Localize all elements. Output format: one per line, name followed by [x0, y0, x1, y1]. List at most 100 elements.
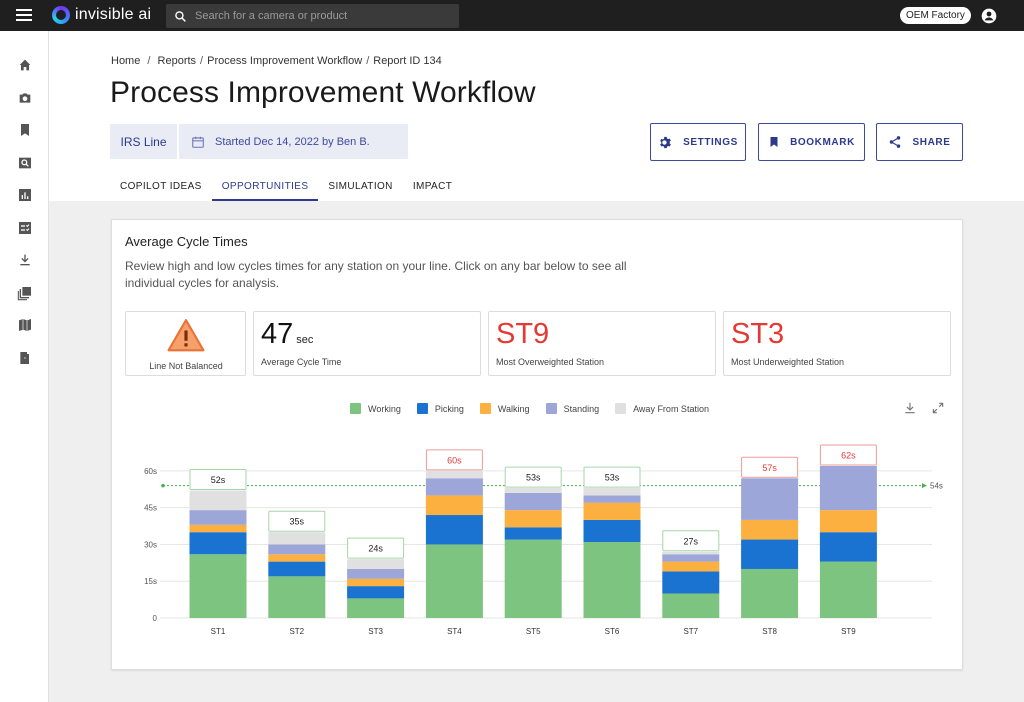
bar-segment-working[interactable] [425, 544, 483, 618]
bar-segment-away-from-station[interactable] [583, 488, 641, 496]
bar-segment-away-from-station[interactable] [347, 559, 405, 569]
factory-selector[interactable]: OEM Factory [900, 7, 971, 24]
bar-segment-working[interactable] [819, 561, 877, 618]
search-icon [175, 10, 186, 22]
bar-segment-picking[interactable] [741, 539, 799, 569]
legend-item-picking[interactable]: Picking [416, 403, 464, 414]
bar-segment-picking[interactable] [425, 515, 483, 545]
expand-icon[interactable] [931, 401, 945, 415]
bar-segment-standing[interactable] [425, 478, 483, 496]
breadcrumb-reports[interactable]: Reports [157, 55, 197, 67]
avg-cycle-value-wrap: 47 sec [261, 318, 313, 351]
calendar-icon [192, 136, 204, 148]
target-label: 54s [930, 482, 943, 491]
menu-icon[interactable] [16, 9, 32, 22]
bookmark-button[interactable]: BOOKMARK [758, 123, 865, 161]
tab-simulation[interactable]: SIMULATION [328, 181, 393, 192]
underweighted-stat[interactable]: ST3 Most Underweighted Station [723, 311, 951, 376]
line-chip[interactable]: IRS Line [110, 124, 177, 159]
bar-segment-away-from-station[interactable] [425, 470, 483, 479]
bar-segment-walking[interactable] [662, 561, 720, 572]
settings-button[interactable]: SETTINGS [650, 123, 746, 161]
download-icon[interactable] [17, 252, 33, 268]
bar-segment-walking[interactable] [819, 510, 877, 533]
bar-segment-picking[interactable] [347, 586, 405, 599]
camera-icon[interactable] [17, 90, 33, 106]
brand-logo[interactable]: invisible ai [52, 6, 151, 24]
bar-segment-picking[interactable] [662, 571, 720, 594]
bar-total-box [425, 449, 483, 471]
bar-segment-picking[interactable] [819, 532, 877, 562]
breadcrumb-home[interactable]: Home [111, 55, 141, 67]
bar-total-box [347, 537, 405, 559]
search-input[interactable] [195, 10, 445, 22]
home-icon[interactable] [17, 57, 33, 73]
bookmark-icon[interactable] [17, 122, 33, 138]
bar-segment-working[interactable] [741, 568, 799, 618]
bar-segment-picking[interactable] [189, 532, 247, 555]
bar-segment-away-from-station[interactable] [504, 488, 562, 493]
bar-segment-walking[interactable] [268, 554, 326, 562]
legend-item-walking[interactable]: Walking [479, 403, 530, 414]
bar-segment-standing[interactable] [347, 568, 405, 579]
breadcrumb-separator: / [200, 55, 204, 67]
tab-bar: COPILOT IDEAS OPPORTUNITIES SIMULATION I… [110, 177, 462, 201]
bar-total-box [819, 444, 877, 466]
checklist-icon[interactable] [17, 220, 33, 236]
legend-swatch [545, 403, 557, 414]
bar-segment-standing[interactable] [819, 466, 877, 511]
bar-segment-standing[interactable] [662, 554, 720, 562]
bar-segment-away-from-station[interactable] [268, 532, 326, 545]
bar-segment-standing[interactable] [189, 510, 247, 525]
bar-segment-working[interactable] [189, 554, 247, 618]
bar-segment-working[interactable] [347, 598, 405, 618]
bar-segment-walking[interactable] [189, 524, 247, 533]
bar-segment-working[interactable] [504, 539, 562, 618]
tab-impact[interactable]: IMPACT [412, 181, 453, 192]
bar-chart-icon[interactable] [17, 187, 33, 203]
map-icon[interactable] [17, 317, 33, 333]
tab-copilot-ideas[interactable]: COPILOT IDEAS [120, 181, 202, 192]
share-button[interactable]: SHARE [876, 123, 963, 161]
bar-segment-walking[interactable] [583, 502, 641, 520]
bar-segment-walking[interactable] [347, 578, 405, 587]
bar-segment-walking[interactable] [425, 495, 483, 516]
bar-segment-picking[interactable] [504, 527, 562, 540]
breadcrumb-workflow[interactable]: Process Improvement Workflow [207, 55, 363, 67]
bar-segment-picking[interactable] [583, 519, 641, 542]
legend-label: Standing [563, 403, 600, 414]
legend-item-away[interactable]: Away From Station [615, 403, 709, 414]
breadcrumb-separator: / [366, 55, 370, 67]
y-tick-label: 30s [144, 540, 157, 549]
account-icon[interactable] [981, 8, 997, 24]
bar-segment-working[interactable] [662, 593, 720, 618]
bar-total-label: 53s [605, 473, 620, 483]
bar-segment-walking[interactable] [741, 519, 799, 540]
exit-icon[interactable] [17, 350, 33, 366]
x-tick-label: ST6 [605, 627, 620, 636]
bar-segment-away-from-station[interactable] [662, 551, 720, 555]
bar-segment-standing[interactable] [268, 544, 326, 555]
bar-segment-walking[interactable] [504, 510, 562, 528]
bar-segment-working[interactable] [268, 576, 326, 618]
download-icon[interactable] [903, 401, 917, 415]
overweighted-stat[interactable]: ST9 Most Overweighted Station [488, 311, 716, 376]
legend-item-working[interactable]: Working [350, 403, 401, 414]
bar-total-label: 27s [684, 536, 699, 546]
bar-segment-standing[interactable] [504, 492, 562, 511]
bar-segment-working[interactable] [583, 542, 641, 618]
bar-segment-picking[interactable] [268, 561, 326, 577]
library-icon[interactable] [17, 285, 33, 301]
bar-segment-standing[interactable] [741, 478, 799, 520]
bar-segment-away-from-station[interactable] [189, 490, 247, 511]
legend-item-standing[interactable]: Standing [545, 403, 600, 414]
search-bar[interactable] [166, 4, 459, 28]
legend-swatch [350, 403, 361, 414]
legend-label: Working [368, 403, 401, 414]
search-image-icon[interactable] [17, 155, 33, 171]
breadcrumb-report: Report ID 134 [373, 55, 442, 67]
cycle-time-chart[interactable]: 0 15s 30s 45s 60s 54s 52s ST1 35s ST2 24s ST3 60s ST4… [112, 430, 962, 660]
tab-opportunities[interactable]: OPPORTUNITIES [211, 177, 319, 201]
date-chip: Started Dec 14, 2022 by Ben B. [179, 124, 408, 159]
bar-segment-standing[interactable] [583, 495, 641, 503]
